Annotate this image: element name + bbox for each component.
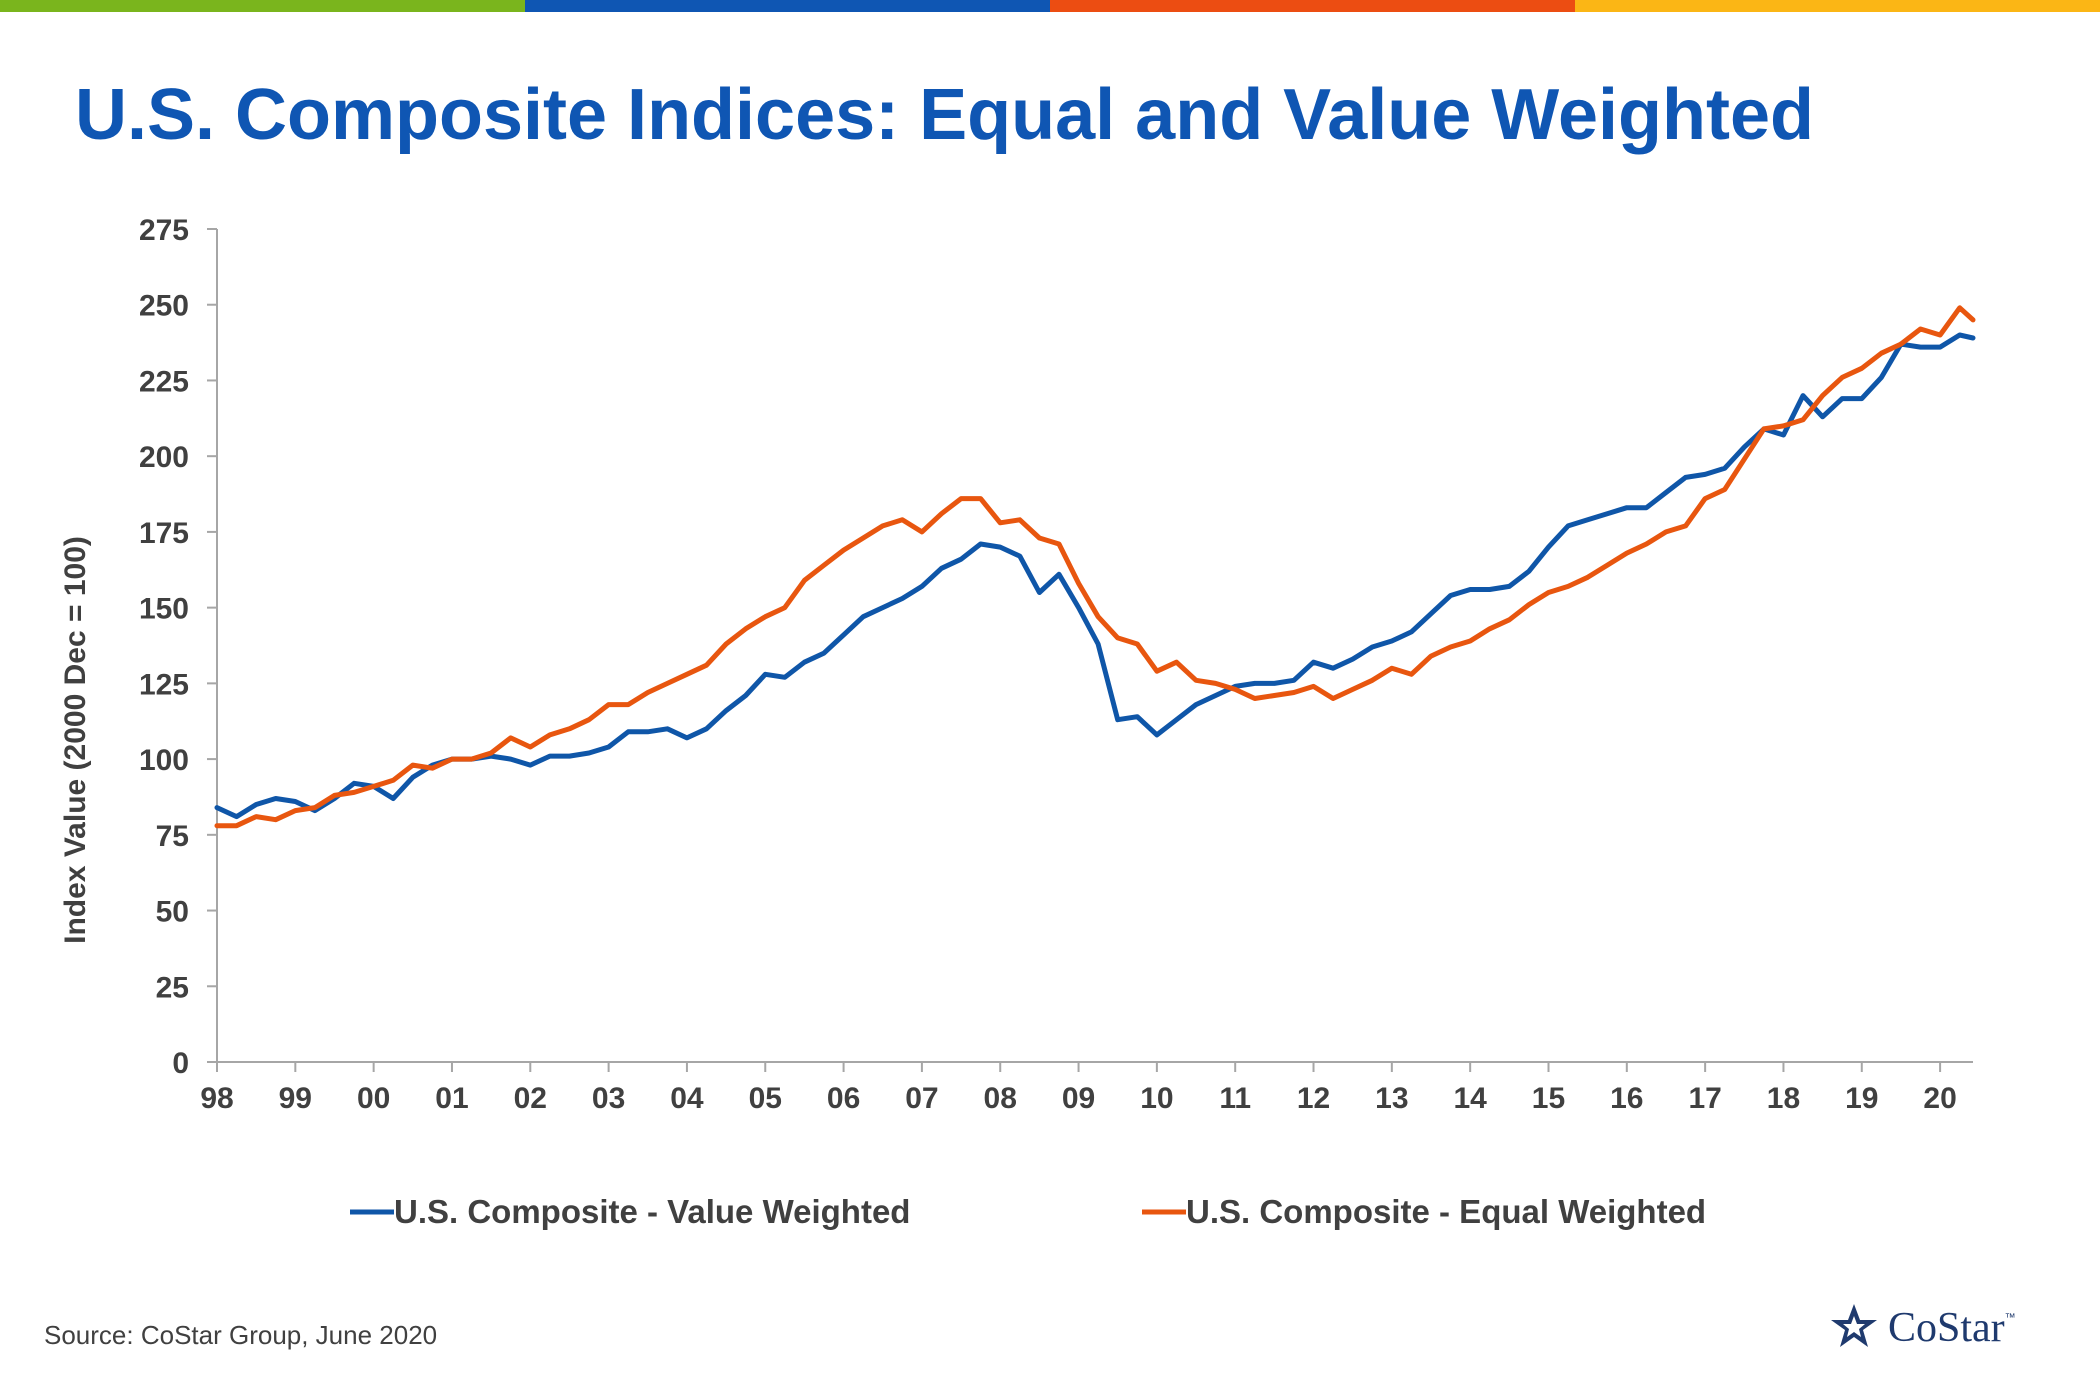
x-tick-label: 19 <box>1845 1082 1878 1115</box>
logo-trademark: ™ <box>2004 1312 2016 1324</box>
y-tick-label: 75 <box>156 820 189 853</box>
chart-series <box>214 305 1976 829</box>
y-tick-label: 225 <box>139 365 189 398</box>
y-tick-label: 25 <box>156 971 189 1004</box>
logo-text: CoStar <box>1888 1305 2005 1351</box>
x-tick-label: 98 <box>200 1082 233 1115</box>
x-tick-label: 12 <box>1297 1082 1330 1115</box>
x-tick-label: 14 <box>1453 1082 1487 1115</box>
x-tick-label: 08 <box>984 1082 1017 1115</box>
x-tick-label: 15 <box>1532 1082 1565 1115</box>
series-line-value-weighted <box>214 332 1976 820</box>
y-tick-label: 0 <box>172 1047 189 1080</box>
legend-label: U.S. Composite - Equal Weighted <box>1186 1193 1706 1230</box>
x-tick-label: 20 <box>1923 1082 1956 1115</box>
y-tick-label: 200 <box>139 441 189 474</box>
x-tick-label: 18 <box>1767 1082 1800 1115</box>
x-tick-label: 07 <box>905 1082 938 1115</box>
y-tick-label: 175 <box>139 517 189 550</box>
y-tick-label: 250 <box>139 290 189 323</box>
x-tick-label: 99 <box>279 1082 312 1115</box>
series-line-equal-weighted <box>214 305 1976 829</box>
x-tick-label: 02 <box>514 1082 547 1115</box>
chart-axes: 0 25 50 75 100 125 150 175 200 225 250 275 98 99 00 01 0… <box>139 214 1973 1115</box>
costar-star-icon <box>1831 1304 1877 1347</box>
x-tick-label: 17 <box>1688 1082 1721 1115</box>
source-note: Source: CoStar Group, June 2020 <box>44 1320 438 1350</box>
x-tick-label: 03 <box>592 1082 625 1115</box>
top-color-bar <box>0 0 2100 12</box>
page-title: U.S. Composite Indices: Equal and Value … <box>75 75 1814 155</box>
x-tick-label: 13 <box>1375 1082 1408 1115</box>
top-bar-yellow <box>1575 0 2100 12</box>
top-bar-green <box>0 0 525 12</box>
y-tick-label: 100 <box>139 744 189 777</box>
x-tick-label: 09 <box>1062 1082 1095 1115</box>
x-tick-label: 11 <box>1219 1082 1251 1115</box>
x-tick-label: 01 <box>435 1082 468 1115</box>
top-bar-orange <box>1050 0 1575 12</box>
x-tick-label: 00 <box>357 1082 390 1115</box>
x-tick-label: 06 <box>827 1082 860 1115</box>
x-tick-label: 10 <box>1140 1082 1173 1115</box>
costar-logo: CoStar ™ <box>1828 1298 2016 1358</box>
y-tick-label: 275 <box>139 214 189 247</box>
y-tick-label: 50 <box>156 896 189 929</box>
legend-label: U.S. Composite - Value Weighted <box>394 1193 910 1230</box>
x-tick-label: 04 <box>670 1082 704 1115</box>
y-tick-label: 150 <box>139 593 189 626</box>
y-axis-title: Index Value (2000 Dec = 100) <box>59 536 92 944</box>
x-tick-label: 16 <box>1610 1082 1643 1115</box>
y-tick-label: 125 <box>139 668 189 701</box>
top-bar-blue <box>525 0 1050 12</box>
chart-legend: U.S. Composite - Value Weighted U.S. Comp… <box>350 1193 1706 1230</box>
x-tick-label: 05 <box>749 1082 782 1115</box>
